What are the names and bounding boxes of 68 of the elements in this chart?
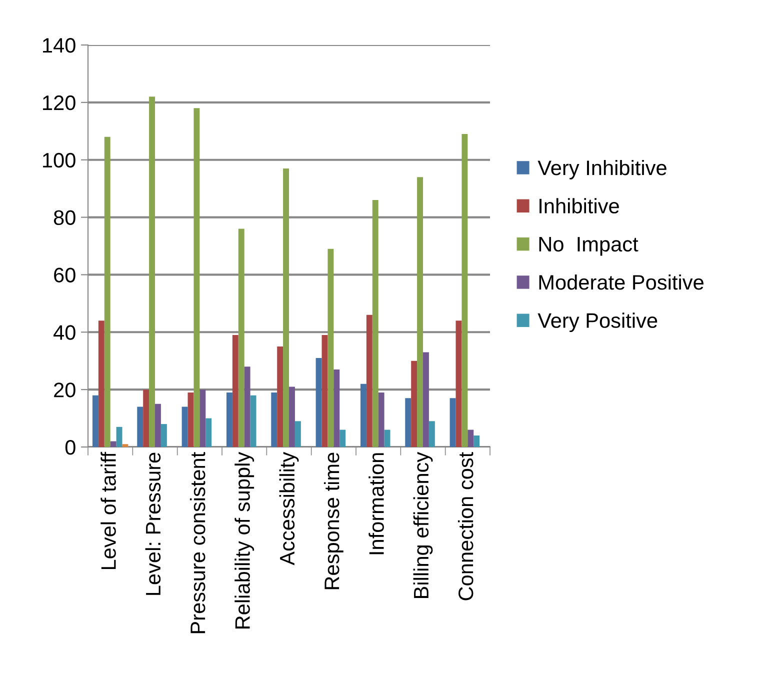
bar xyxy=(122,444,128,447)
y-tick-label: 80 xyxy=(54,210,76,226)
legend-label: Very Inhibitive xyxy=(538,160,666,180)
x-tick-label: Information xyxy=(368,453,384,554)
bar xyxy=(271,392,278,447)
bar xyxy=(384,430,390,447)
bar xyxy=(462,134,468,447)
bar xyxy=(316,358,322,447)
bar xyxy=(277,346,284,447)
legend-label: No Impact xyxy=(539,237,638,256)
bar xyxy=(405,398,412,447)
y-tick-label: 60 xyxy=(54,268,76,282)
bar xyxy=(468,430,474,447)
y-tick-label: 40 xyxy=(54,325,76,340)
bar xyxy=(283,168,289,447)
x-tick-label: Billing efficiency xyxy=(413,452,433,598)
bar xyxy=(182,406,188,447)
bar xyxy=(250,395,256,447)
bar xyxy=(232,335,238,447)
bar xyxy=(378,392,384,447)
bar xyxy=(450,398,456,447)
bar xyxy=(411,360,418,447)
y-tick-label: 120 xyxy=(43,95,76,110)
bar xyxy=(428,421,435,447)
legend-label: Moderate Positive xyxy=(539,274,704,290)
bar xyxy=(289,386,295,447)
bar xyxy=(244,366,250,447)
x-tick-label: Level of tariff xyxy=(100,452,116,570)
bar xyxy=(155,404,161,447)
bar xyxy=(226,392,232,447)
bar xyxy=(98,320,104,447)
bar xyxy=(116,426,122,447)
y-tick-label: 20 xyxy=(54,382,76,398)
bar xyxy=(143,390,150,447)
x-tick-label: Level: Pressure xyxy=(145,452,161,595)
bar xyxy=(417,177,423,447)
bar xyxy=(206,418,212,447)
bar xyxy=(104,136,110,447)
y-tick-label: 100 xyxy=(43,152,76,168)
bar xyxy=(238,228,244,447)
legend-label: Very Positive xyxy=(538,312,658,332)
bar xyxy=(334,369,340,447)
y-tick-label: 0 xyxy=(65,440,76,455)
bar xyxy=(360,384,366,447)
x-tick-label: Response time xyxy=(324,452,344,590)
x-tick-label: Accessibility xyxy=(279,452,299,566)
bar xyxy=(188,392,194,447)
bar xyxy=(200,390,206,447)
bar xyxy=(194,108,200,447)
x-tick-label: Connection cost xyxy=(458,452,474,600)
bar xyxy=(328,248,334,447)
bar xyxy=(92,395,98,447)
bar xyxy=(110,441,116,447)
bar xyxy=(322,335,328,447)
bar xyxy=(366,314,372,447)
bar xyxy=(340,430,346,447)
bar xyxy=(474,436,480,447)
x-tick-label: Pressure consistent xyxy=(190,452,206,634)
bar xyxy=(149,96,155,447)
bar xyxy=(294,421,301,447)
bar xyxy=(423,352,429,447)
legend-label: Inhibitive xyxy=(540,198,619,214)
bar xyxy=(372,200,378,447)
bar xyxy=(456,320,462,447)
x-tick-label: Reliability of supply xyxy=(234,452,254,628)
y-tick-label: 140 xyxy=(43,38,76,53)
bar xyxy=(137,406,144,447)
bar xyxy=(160,424,167,447)
